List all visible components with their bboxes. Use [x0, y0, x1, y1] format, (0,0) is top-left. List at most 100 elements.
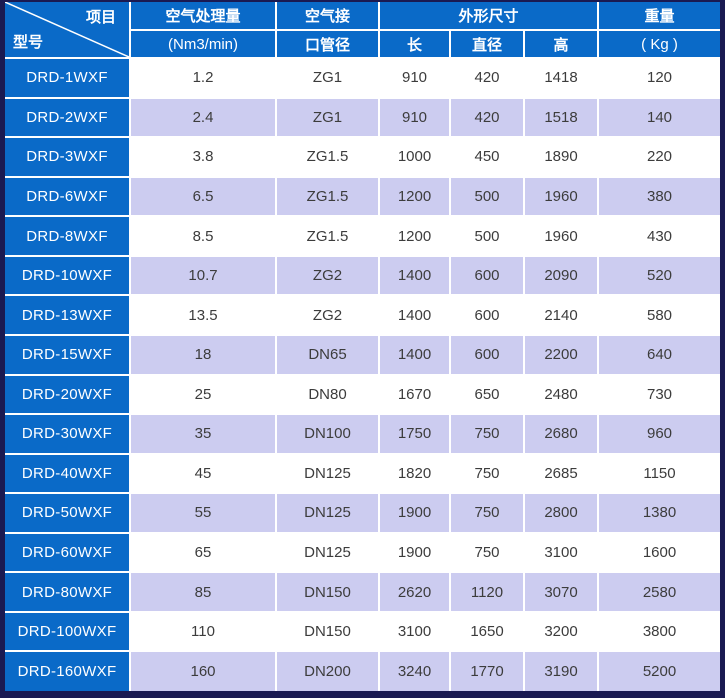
table-row: DRD-50WXF 55 DN125 1900 750 2800 1380: [4, 492, 721, 534]
capacity-cell: 110: [129, 610, 277, 653]
weight-cell: 1380: [597, 492, 721, 534]
pipe-cell: ZG1: [275, 57, 380, 99]
corner-label-model: 型号: [13, 34, 44, 51]
pipe-cell: DN150: [275, 571, 380, 613]
diameter-cell: 750: [449, 413, 525, 455]
capacity-cell: 8.5: [129, 215, 277, 257]
capacity-cell: 45: [129, 452, 277, 495]
diameter-cell: 1120: [449, 571, 525, 613]
weight-cell: 2580: [597, 571, 721, 613]
diameter-cell: 750: [449, 452, 525, 495]
weight-cell: 5200: [597, 650, 721, 692]
length-cell: 1820: [378, 452, 451, 495]
weight-cell: 1150: [597, 452, 721, 495]
capacity-cell: 2.4: [129, 96, 277, 139]
capacity-cell: 160: [129, 650, 277, 692]
header-air-capacity-unit: (Nm3/min): [129, 29, 277, 59]
table-row: DRD-8WXF 8.5 ZG1.5 1200 500 1960 430: [4, 215, 721, 257]
model-cell: DRD-100WXF: [4, 610, 131, 653]
height-cell: 2200: [523, 333, 599, 376]
height-cell: 3100: [523, 531, 599, 574]
height-cell: 1960: [523, 175, 599, 218]
height-cell: 2685: [523, 452, 599, 495]
table-row: DRD-2WXF 2.4 ZG1 910 420 1518 140: [4, 96, 721, 139]
weight-cell: 140: [597, 96, 721, 139]
diagonal-divider-line: [5, 2, 129, 57]
pipe-cell: ZG2: [275, 294, 380, 336]
capacity-cell: 85: [129, 571, 277, 613]
height-cell: 1518: [523, 96, 599, 139]
diameter-cell: 650: [449, 373, 525, 416]
length-cell: 1400: [378, 254, 451, 297]
length-cell: 910: [378, 57, 451, 99]
pipe-cell: DN65: [275, 333, 380, 376]
model-cell: DRD-40WXF: [4, 452, 131, 495]
length-cell: 1400: [378, 333, 451, 376]
length-cell: 1750: [378, 413, 451, 455]
weight-cell: 380: [597, 175, 721, 218]
header-row-1: 项目 型号 空气处理量 空气接 外形尺寸 重量: [4, 1, 721, 59]
height-cell: 2480: [523, 373, 599, 416]
pipe-cell: DN125: [275, 531, 380, 574]
product-spec-table: 项目 型号 空气处理量 空气接 外形尺寸 重量 (Nm3/min) 口管径 长 …: [4, 1, 721, 692]
diameter-cell: 600: [449, 254, 525, 297]
diameter-cell: 500: [449, 215, 525, 257]
diameter-cell: 420: [449, 96, 525, 139]
pipe-cell: DN100: [275, 413, 380, 455]
height-cell: 2090: [523, 254, 599, 297]
length-cell: 1000: [378, 136, 451, 178]
length-cell: 1200: [378, 175, 451, 218]
table-row: DRD-60WXF 65 DN125 1900 750 3100 1600: [4, 531, 721, 574]
header-air-capacity: 空气处理量: [129, 1, 277, 31]
diameter-cell: 1650: [449, 610, 525, 653]
height-cell: 2680: [523, 413, 599, 455]
capacity-cell: 35: [129, 413, 277, 455]
model-cell: DRD-2WXF: [4, 96, 131, 139]
header-row-2: (Nm3/min) 口管径 长 直径 高 ( Kg ): [5, 29, 721, 59]
height-cell: 1960: [523, 215, 599, 257]
capacity-cell: 13.5: [129, 294, 277, 336]
height-cell: 3200: [523, 610, 599, 653]
capacity-cell: 3.8: [129, 136, 277, 178]
weight-cell: 960: [597, 413, 721, 455]
pipe-cell: DN80: [275, 373, 380, 416]
weight-cell: 3800: [597, 610, 721, 653]
height-cell: 1418: [523, 57, 599, 99]
table-row: DRD-6WXF 6.5 ZG1.5 1200 500 1960 380: [4, 175, 721, 218]
model-cell: DRD-1WXF: [4, 57, 131, 99]
model-cell: DRD-10WXF: [4, 254, 131, 297]
diameter-cell: 1770: [449, 650, 525, 692]
pipe-cell: DN200: [275, 650, 380, 692]
height-cell: 2800: [523, 492, 599, 534]
header-dimensions-group: 外形尺寸: [378, 1, 599, 31]
weight-cell: 580: [597, 294, 721, 336]
length-cell: 3100: [378, 610, 451, 653]
pipe-cell: ZG1.5: [275, 215, 380, 257]
diameter-cell: 450: [449, 136, 525, 178]
capacity-cell: 65: [129, 531, 277, 574]
model-cell: DRD-3WXF: [4, 136, 131, 178]
model-cell: DRD-15WXF: [4, 333, 131, 376]
table-row: DRD-1WXF 1.2 ZG1 910 420 1418 120: [4, 57, 721, 99]
length-cell: 2620: [378, 571, 451, 613]
weight-cell: 220: [597, 136, 721, 178]
pipe-cell: DN125: [275, 492, 380, 534]
table-row: DRD-80WXF 85 DN150 2620 1120 3070 2580: [4, 571, 721, 613]
table-row: DRD-40WXF 45 DN125 1820 750 2685 1150: [4, 452, 721, 495]
table-row: DRD-3WXF 3.8 ZG1.5 1000 450 1890 220: [4, 136, 721, 178]
pipe-cell: ZG2: [275, 254, 380, 297]
table-row: DRD-20WXF 25 DN80 1670 650 2480 730: [4, 373, 721, 416]
corner-header-cell: 项目 型号: [4, 1, 131, 59]
header-weight: 重量: [597, 1, 721, 31]
header-dim-diameter: 直径: [449, 29, 525, 59]
weight-cell: 120: [597, 57, 721, 99]
height-cell: 2140: [523, 294, 599, 336]
weight-cell: 1600: [597, 531, 721, 574]
length-cell: 3240: [378, 650, 451, 692]
capacity-cell: 55: [129, 492, 277, 534]
model-cell: DRD-80WXF: [4, 571, 131, 613]
capacity-cell: 6.5: [129, 175, 277, 218]
model-cell: DRD-20WXF: [4, 373, 131, 416]
height-cell: 3070: [523, 571, 599, 613]
